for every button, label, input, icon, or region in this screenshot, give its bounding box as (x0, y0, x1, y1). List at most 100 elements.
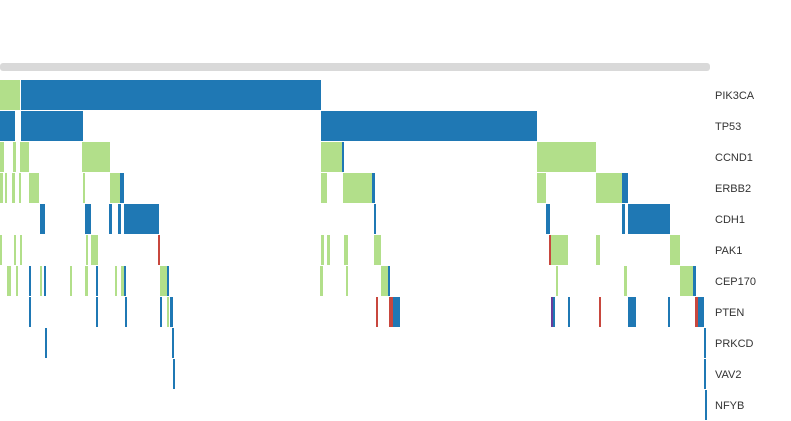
track-row-cep170 (7, 266, 696, 296)
alteration-cell-cep170 (320, 266, 323, 296)
alteration-cell-cdh1 (628, 204, 670, 234)
alteration-cell-ccnd1 (82, 142, 110, 172)
alteration-cell-cep170 (40, 266, 42, 296)
gene-label-vav2: VAV2 (715, 369, 742, 381)
gene-label-tp53: TP53 (715, 121, 741, 133)
alteration-cell-cep170 (388, 266, 390, 296)
alteration-cell-pten (628, 297, 636, 327)
alteration-cell-tp53 (21, 111, 83, 141)
alteration-cell-pak1 (596, 235, 600, 265)
alteration-cell-pten (668, 297, 670, 327)
gene-label-cdh1: CDH1 (715, 214, 745, 226)
alteration-cell-cep170 (346, 266, 348, 296)
alteration-cell-erbb2 (29, 173, 39, 203)
alteration-cell-cep170 (124, 266, 126, 296)
track-row-ccnd1 (0, 142, 596, 172)
alteration-cell-pak1 (86, 235, 88, 265)
alteration-cell-cep170 (16, 266, 18, 296)
alteration-cell-pten (160, 297, 162, 327)
track-row-nfyb (705, 390, 707, 420)
alteration-cell-pak1 (549, 235, 551, 265)
alteration-cell-ccnd1 (321, 142, 342, 172)
gene-tracks (0, 80, 707, 420)
alteration-cell-cep170 (624, 266, 627, 296)
gene-label-pten: PTEN (715, 307, 744, 319)
alteration-cell-prkcd (704, 328, 706, 358)
alteration-cell-cep170 (167, 266, 169, 296)
alteration-cell-erbb2 (0, 173, 3, 203)
gene-label-ccnd1: CCND1 (715, 152, 753, 164)
alteration-cell-pten (29, 297, 31, 327)
alteration-cell-cdh1 (374, 204, 376, 234)
gene-label-erbb2: ERBB2 (715, 183, 751, 195)
alteration-cell-erbb2 (537, 173, 546, 203)
alteration-cell-erbb2 (19, 173, 21, 203)
alteration-cell-pak1 (14, 235, 16, 265)
alteration-cell-cep170 (121, 266, 124, 296)
alteration-cell-vav2 (173, 359, 175, 389)
alteration-cell-pten (376, 297, 378, 327)
alteration-cell-pten (599, 297, 601, 327)
track-row-pak1 (0, 235, 680, 265)
alteration-cell-cdh1 (109, 204, 112, 234)
alteration-cell-cdh1 (85, 204, 91, 234)
gene-label-nfyb: NFYB (715, 400, 744, 412)
alteration-cell-ccnd1 (13, 142, 16, 172)
alteration-cell-pak1 (0, 235, 2, 265)
alteration-cell-cep170 (29, 266, 31, 296)
track-row-cdh1 (40, 204, 670, 234)
alteration-cell-erbb2 (83, 173, 85, 203)
track-row-vav2 (173, 359, 706, 389)
alteration-cell-pak1 (670, 235, 680, 265)
alteration-cell-erbb2 (343, 173, 372, 203)
alteration-cell-cep170 (680, 266, 693, 296)
track-row-prkcd (45, 328, 706, 358)
alteration-cell-prkcd (45, 328, 47, 358)
alteration-cell-pten (568, 297, 570, 327)
alteration-cell-cdh1 (546, 204, 550, 234)
alteration-cell-erbb2 (321, 173, 327, 203)
alteration-cell-ccnd1 (20, 142, 29, 172)
alteration-cell-cdh1 (118, 204, 121, 234)
alteration-cell-pten (698, 297, 704, 327)
alteration-cell-pak1 (321, 235, 324, 265)
alteration-cell-ccnd1 (537, 142, 596, 172)
alteration-cell-cep170 (7, 266, 11, 296)
alteration-cell-vav2 (704, 359, 706, 389)
alteration-cell-prkcd (172, 328, 174, 358)
alteration-cell-pten (167, 297, 169, 327)
alteration-cell-cep170 (160, 266, 167, 296)
alteration-cell-pak1 (327, 235, 330, 265)
alteration-cell-pak1 (91, 235, 98, 265)
alteration-cell-erbb2 (622, 173, 628, 203)
gene-label-pak1: PAK1 (715, 245, 742, 257)
track-row-tp53 (0, 111, 537, 141)
alteration-cell-cep170 (70, 266, 72, 296)
alteration-cell-cep170 (96, 266, 98, 296)
alteration-cell-pik3ca (0, 80, 20, 110)
alteration-cell-pik3ca (21, 80, 321, 110)
alteration-cell-pten (553, 297, 555, 327)
alteration-cell-nfyb (705, 390, 707, 420)
alteration-cell-pten (170, 297, 173, 327)
alteration-cell-pten (695, 297, 698, 327)
alteration-cell-pten (393, 297, 400, 327)
alteration-cell-cep170 (44, 266, 46, 296)
alteration-cell-erbb2 (372, 173, 375, 203)
alteration-cell-cep170 (85, 266, 88, 296)
alteration-cell-cep170 (693, 266, 696, 296)
alteration-cell-cep170 (556, 266, 558, 296)
alteration-cell-erbb2 (5, 173, 7, 203)
gene-labels: PIK3CA TP53 CCND1 ERBB2 CDH1 PAK1 CEP170 PTEN PR… (715, 90, 756, 412)
scroll-bar[interactable] (0, 63, 710, 71)
alteration-cell-cdh1 (124, 204, 159, 234)
track-row-erbb2 (0, 173, 628, 203)
alteration-cell-erbb2 (110, 173, 120, 203)
alteration-cell-tp53 (321, 111, 537, 141)
alteration-cell-pak1 (374, 235, 381, 265)
track-row-pik3ca (0, 80, 321, 110)
gene-label-cep170: CEP170 (715, 276, 756, 288)
alteration-cell-cep170 (115, 266, 117, 296)
alteration-cell-pten (96, 297, 98, 327)
